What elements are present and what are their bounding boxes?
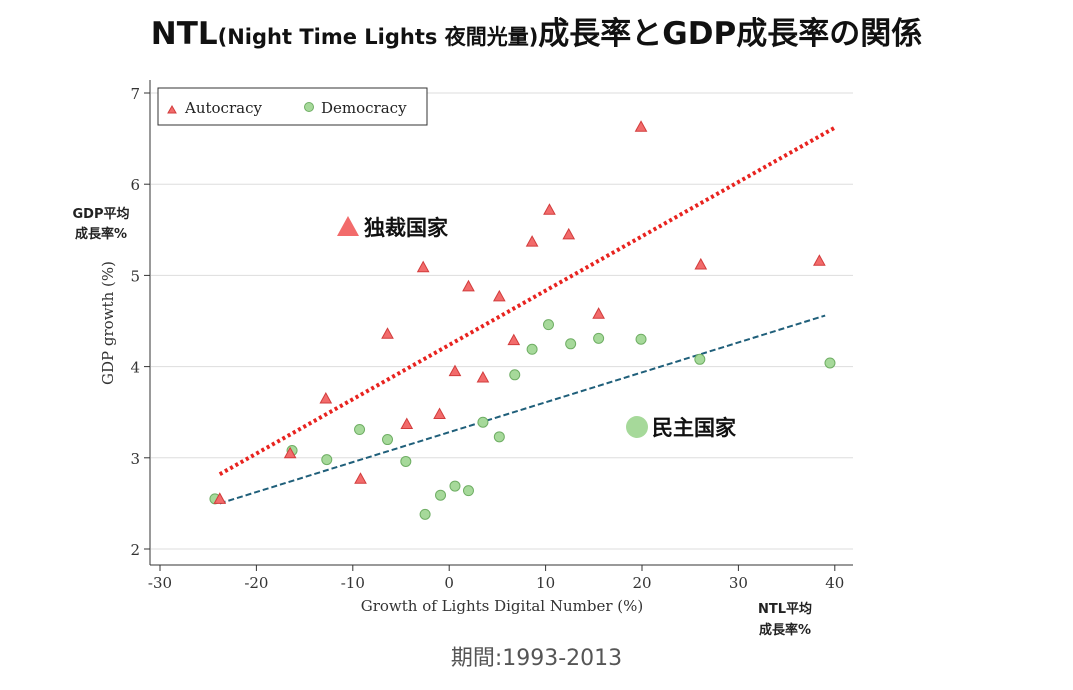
period-note: 期間:1993-2013: [450, 646, 623, 671]
democracy-callout-circle-icon: [626, 416, 648, 438]
democracy-point: [435, 489, 447, 501]
democracy-point: [509, 369, 521, 381]
plot-area: [151, 80, 853, 565]
democracy-point: [321, 454, 333, 466]
x-tick-label: 30: [729, 574, 748, 592]
autocracy-point: [433, 407, 446, 420]
x-axis-title: Growth of Lights Digital Number (%): [361, 597, 644, 615]
legend-autocracy-label: Autocracy: [184, 99, 262, 117]
democracy-point: [542, 319, 554, 331]
x-tick-label: -30: [148, 574, 172, 592]
autocracy-fit-line: [218, 125, 836, 476]
democracy-point: [593, 332, 605, 344]
legend: Autocracy Democracy: [157, 87, 428, 126]
democracy-point: [419, 508, 431, 520]
y-tick-label: 3: [130, 450, 140, 468]
y-tick-label: 6: [130, 176, 140, 194]
x-side-label-line2: 成長率%: [759, 622, 811, 638]
x-tick-label: 0: [444, 574, 454, 592]
legend-democracy-label: Democracy: [321, 99, 407, 117]
y-tick-label: 5: [130, 267, 140, 285]
data-points: [209, 120, 836, 520]
x-tick-label: 20: [632, 574, 651, 592]
y-side-label-line1: GDP平均: [73, 206, 130, 222]
x-axis-ticks: -30 -20 -10 0 10 20 30 40: [148, 565, 844, 592]
autocracy-callout-label: 独裁国家: [364, 216, 449, 240]
democracy-point: [462, 485, 474, 497]
autocracy-point: [462, 279, 475, 292]
autocracy-callout-triangle-icon: [337, 216, 359, 236]
y-axis-ticks: 2 3 4 5 6 7: [130, 85, 150, 559]
democracy-point: [354, 424, 366, 436]
x-tick-label: -20: [244, 574, 268, 592]
democracy-point: [449, 480, 461, 492]
democracy-point: [635, 333, 647, 345]
autocracy-point: [448, 364, 462, 377]
democracy-point: [694, 353, 706, 365]
democracy-point: [824, 357, 836, 369]
x-tick-label: -10: [341, 574, 365, 592]
x-tick-label: 40: [825, 574, 844, 592]
y-tick-label: 7: [130, 85, 140, 103]
democracy-point: [493, 431, 505, 443]
title-prefix: NTL: [150, 16, 218, 52]
democracy-point: [400, 455, 412, 467]
autocracy-point: [381, 327, 394, 339]
autocracy-point: [562, 227, 576, 240]
title-suffix: 成長率とGDP成長率の関係: [538, 16, 923, 52]
autocracy-point: [476, 371, 490, 383]
autocracy-point: [319, 391, 333, 404]
autocracy-point: [416, 260, 430, 273]
democracy-callout-label: 民主国家: [652, 416, 737, 440]
democracy-point: [526, 343, 538, 355]
page-title: NTL(Night Time Lights 夜間光量)成長率とGDP成長率の関係: [0, 8, 1073, 53]
democracy-point: [477, 416, 489, 428]
legend-triangle-icon: [167, 104, 177, 114]
autocracy-point: [507, 333, 521, 346]
autocracy-point: [492, 289, 506, 302]
y-side-label-line2: 成長率%: [75, 226, 127, 242]
x-side-label-line1: NTL平均: [758, 601, 812, 617]
y-tick-label: 2: [130, 541, 140, 559]
legend-circle-icon: [304, 102, 314, 112]
autocracy-point: [400, 417, 414, 430]
autocracy-point: [694, 257, 708, 270]
autocracy-point: [213, 492, 227, 504]
democracy-point: [382, 434, 394, 446]
title-inner: (Night Time Lights 夜間光量): [217, 25, 539, 49]
autocracy-point: [813, 254, 826, 266]
autocracy-point: [354, 472, 367, 484]
autocracy-point: [592, 307, 605, 319]
y-axis-title: GDP growth (%): [99, 261, 117, 385]
y-tick-label: 4: [130, 359, 140, 377]
autocracy-point: [634, 120, 648, 132]
autocracy-point: [525, 235, 539, 247]
autocracy-point: [543, 203, 556, 215]
x-tick-label: 10: [536, 574, 555, 592]
democracy-point: [565, 338, 577, 350]
fit-lines: [218, 125, 836, 505]
democracy-fit-line: [219, 314, 826, 505]
autocracy-point: [283, 446, 297, 459]
